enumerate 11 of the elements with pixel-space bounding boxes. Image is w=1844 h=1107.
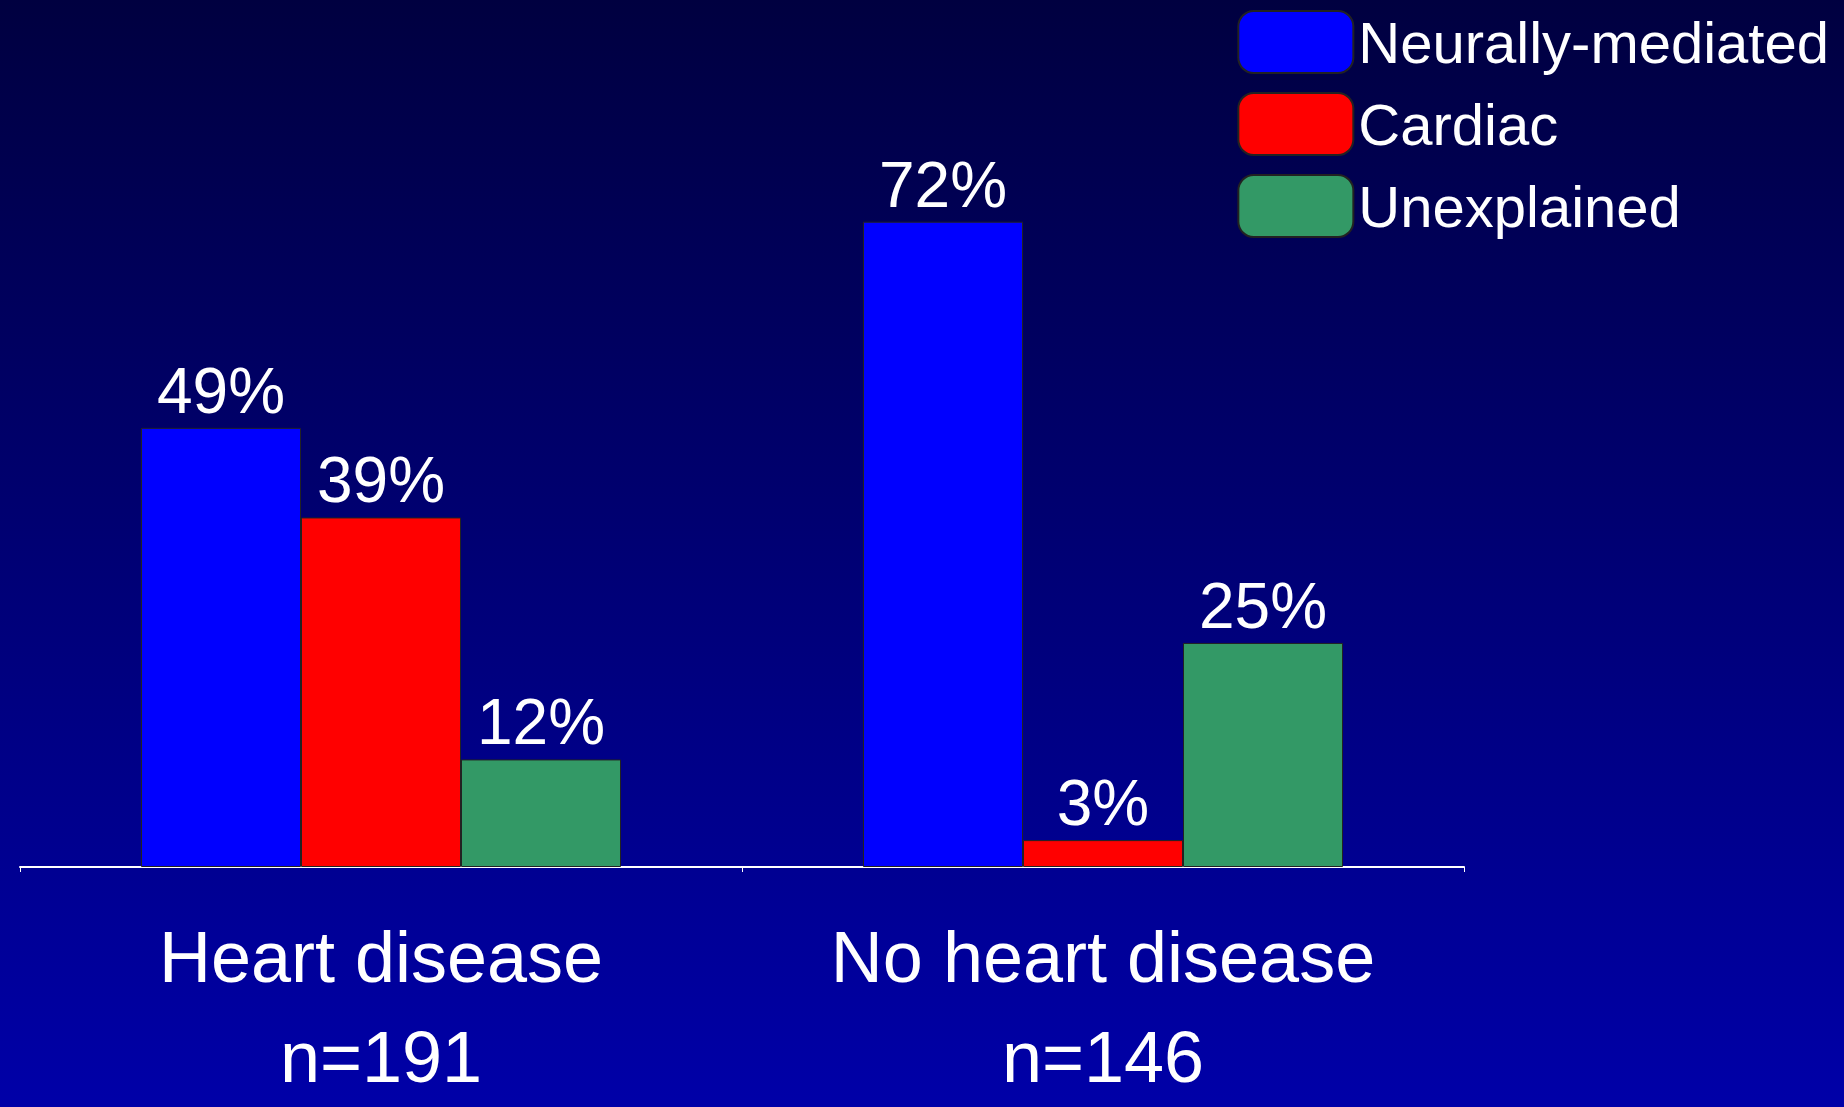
data-label: 49% <box>156 354 286 427</box>
data-label: 39% <box>316 444 446 517</box>
legend-label: Unexplained <box>1358 173 1681 239</box>
data-label: 72% <box>878 148 1008 221</box>
x-tick-label: Heart disease n=191 <box>158 917 604 1097</box>
data-label: 25% <box>1198 569 1328 642</box>
x-tick-label: No heart disease n=146 <box>830 917 1376 1097</box>
data-label: 3% <box>1056 767 1150 840</box>
legend-label: Neurally-mediated <box>1358 9 1829 75</box>
data-label: 12% <box>476 686 606 759</box>
legend-label: Cardiac <box>1358 91 1559 157</box>
